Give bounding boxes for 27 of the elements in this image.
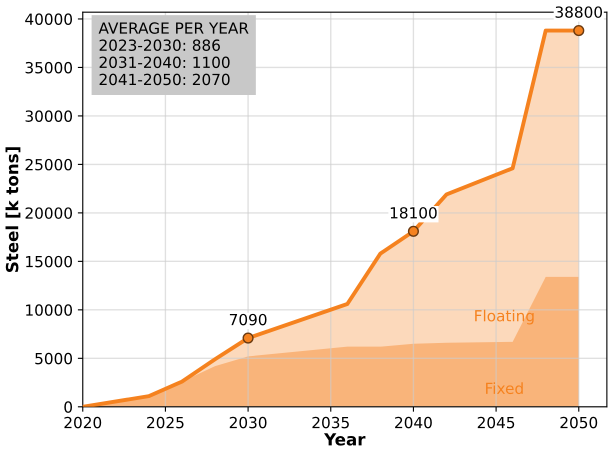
y-tick-label: 30000 <box>26 110 72 122</box>
y-axis-title: Steel [k tons] <box>6 147 20 272</box>
x-tick-label: 2040 <box>395 416 432 428</box>
y-tick-label: 20000 <box>26 207 72 219</box>
x-axis-title: Year <box>324 433 366 446</box>
y-tick-label: 35000 <box>26 62 72 74</box>
y-tick-label: 0 <box>64 401 72 413</box>
x-tick-label: 2050 <box>560 416 598 428</box>
x-tick-label: 2035 <box>312 416 349 428</box>
y-tick-label: 40000 <box>25 13 72 25</box>
series-label: Floating <box>475 310 534 324</box>
x-tick-label: 2045 <box>478 416 514 428</box>
y-tick-label: 25000 <box>26 158 72 170</box>
annotation: AVERAGE PER YEAR 2023-2030: 886 2031-2040: 1100 2041-2050: 2070 <box>98 22 249 86</box>
x-tick-label: 2030 <box>230 416 267 428</box>
point <box>242 332 254 344</box>
annotation: 38800 <box>556 6 602 18</box>
y-tick-label: 5000 <box>35 352 72 364</box>
point <box>408 226 419 237</box>
y-tick-label: 10000 <box>26 304 72 316</box>
x-tick-label: 2025 <box>147 416 184 428</box>
point <box>573 25 584 36</box>
annotation: 18100 <box>390 207 437 219</box>
series-label: Fixed <box>486 382 523 394</box>
y-tick-label: 15000 <box>26 256 72 268</box>
annotation: 7090 <box>230 314 267 326</box>
x-tick-label: 2020 <box>64 416 102 428</box>
